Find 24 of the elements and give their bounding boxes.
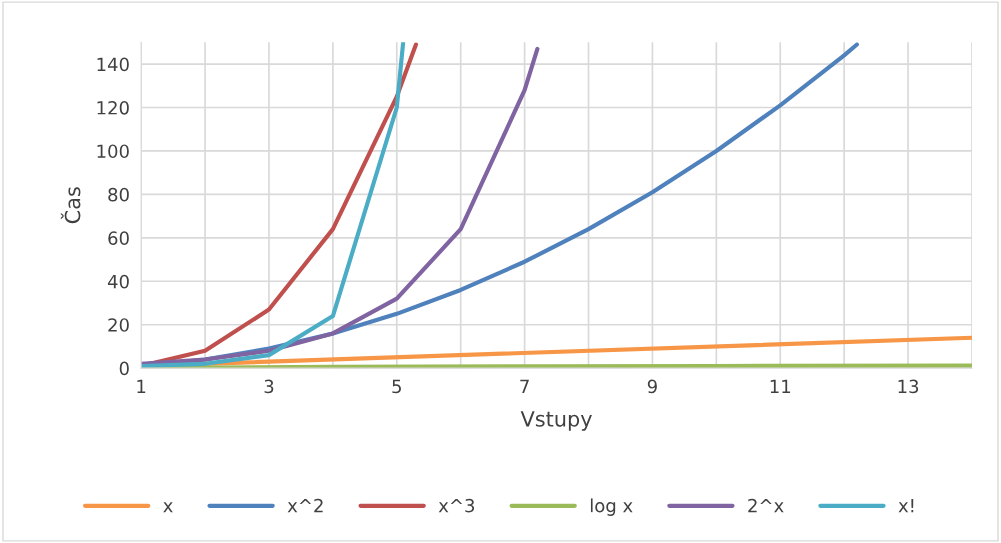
x-axis-title: Vstupy <box>520 411 592 431</box>
y-tick-label: 100 <box>97 144 129 159</box>
y-tick-label: 80 <box>108 187 129 202</box>
x-tick-label: 3 <box>264 379 274 394</box>
x-tick-label: 9 <box>647 379 657 394</box>
y-tick-label: 60 <box>108 231 129 245</box>
x-tick-label: 13 <box>898 379 919 394</box>
x-tick-label: 7 <box>520 379 529 393</box>
y-tick-label: 120 <box>97 100 129 115</box>
legend-label: x! <box>898 498 914 513</box>
legend-label: log x <box>590 498 633 516</box>
y-tick-label: 20 <box>108 318 129 332</box>
legend-label: 2^x <box>748 498 784 513</box>
x-tick-label: 1 <box>137 379 146 393</box>
x-tick-label: 11 <box>770 379 791 393</box>
y-tick-label: 140 <box>97 57 129 72</box>
y-tick-label: 0 <box>119 361 129 376</box>
legend-label: x <box>163 502 173 513</box>
line-series <box>141 46 540 366</box>
y-axis-title: Čas <box>60 187 81 224</box>
y-tick-label: 40 <box>107 274 129 289</box>
legend-label: x^3 <box>438 498 475 513</box>
legend-label: x^2 <box>287 498 323 513</box>
x-tick-label: 5 <box>392 379 401 394</box>
